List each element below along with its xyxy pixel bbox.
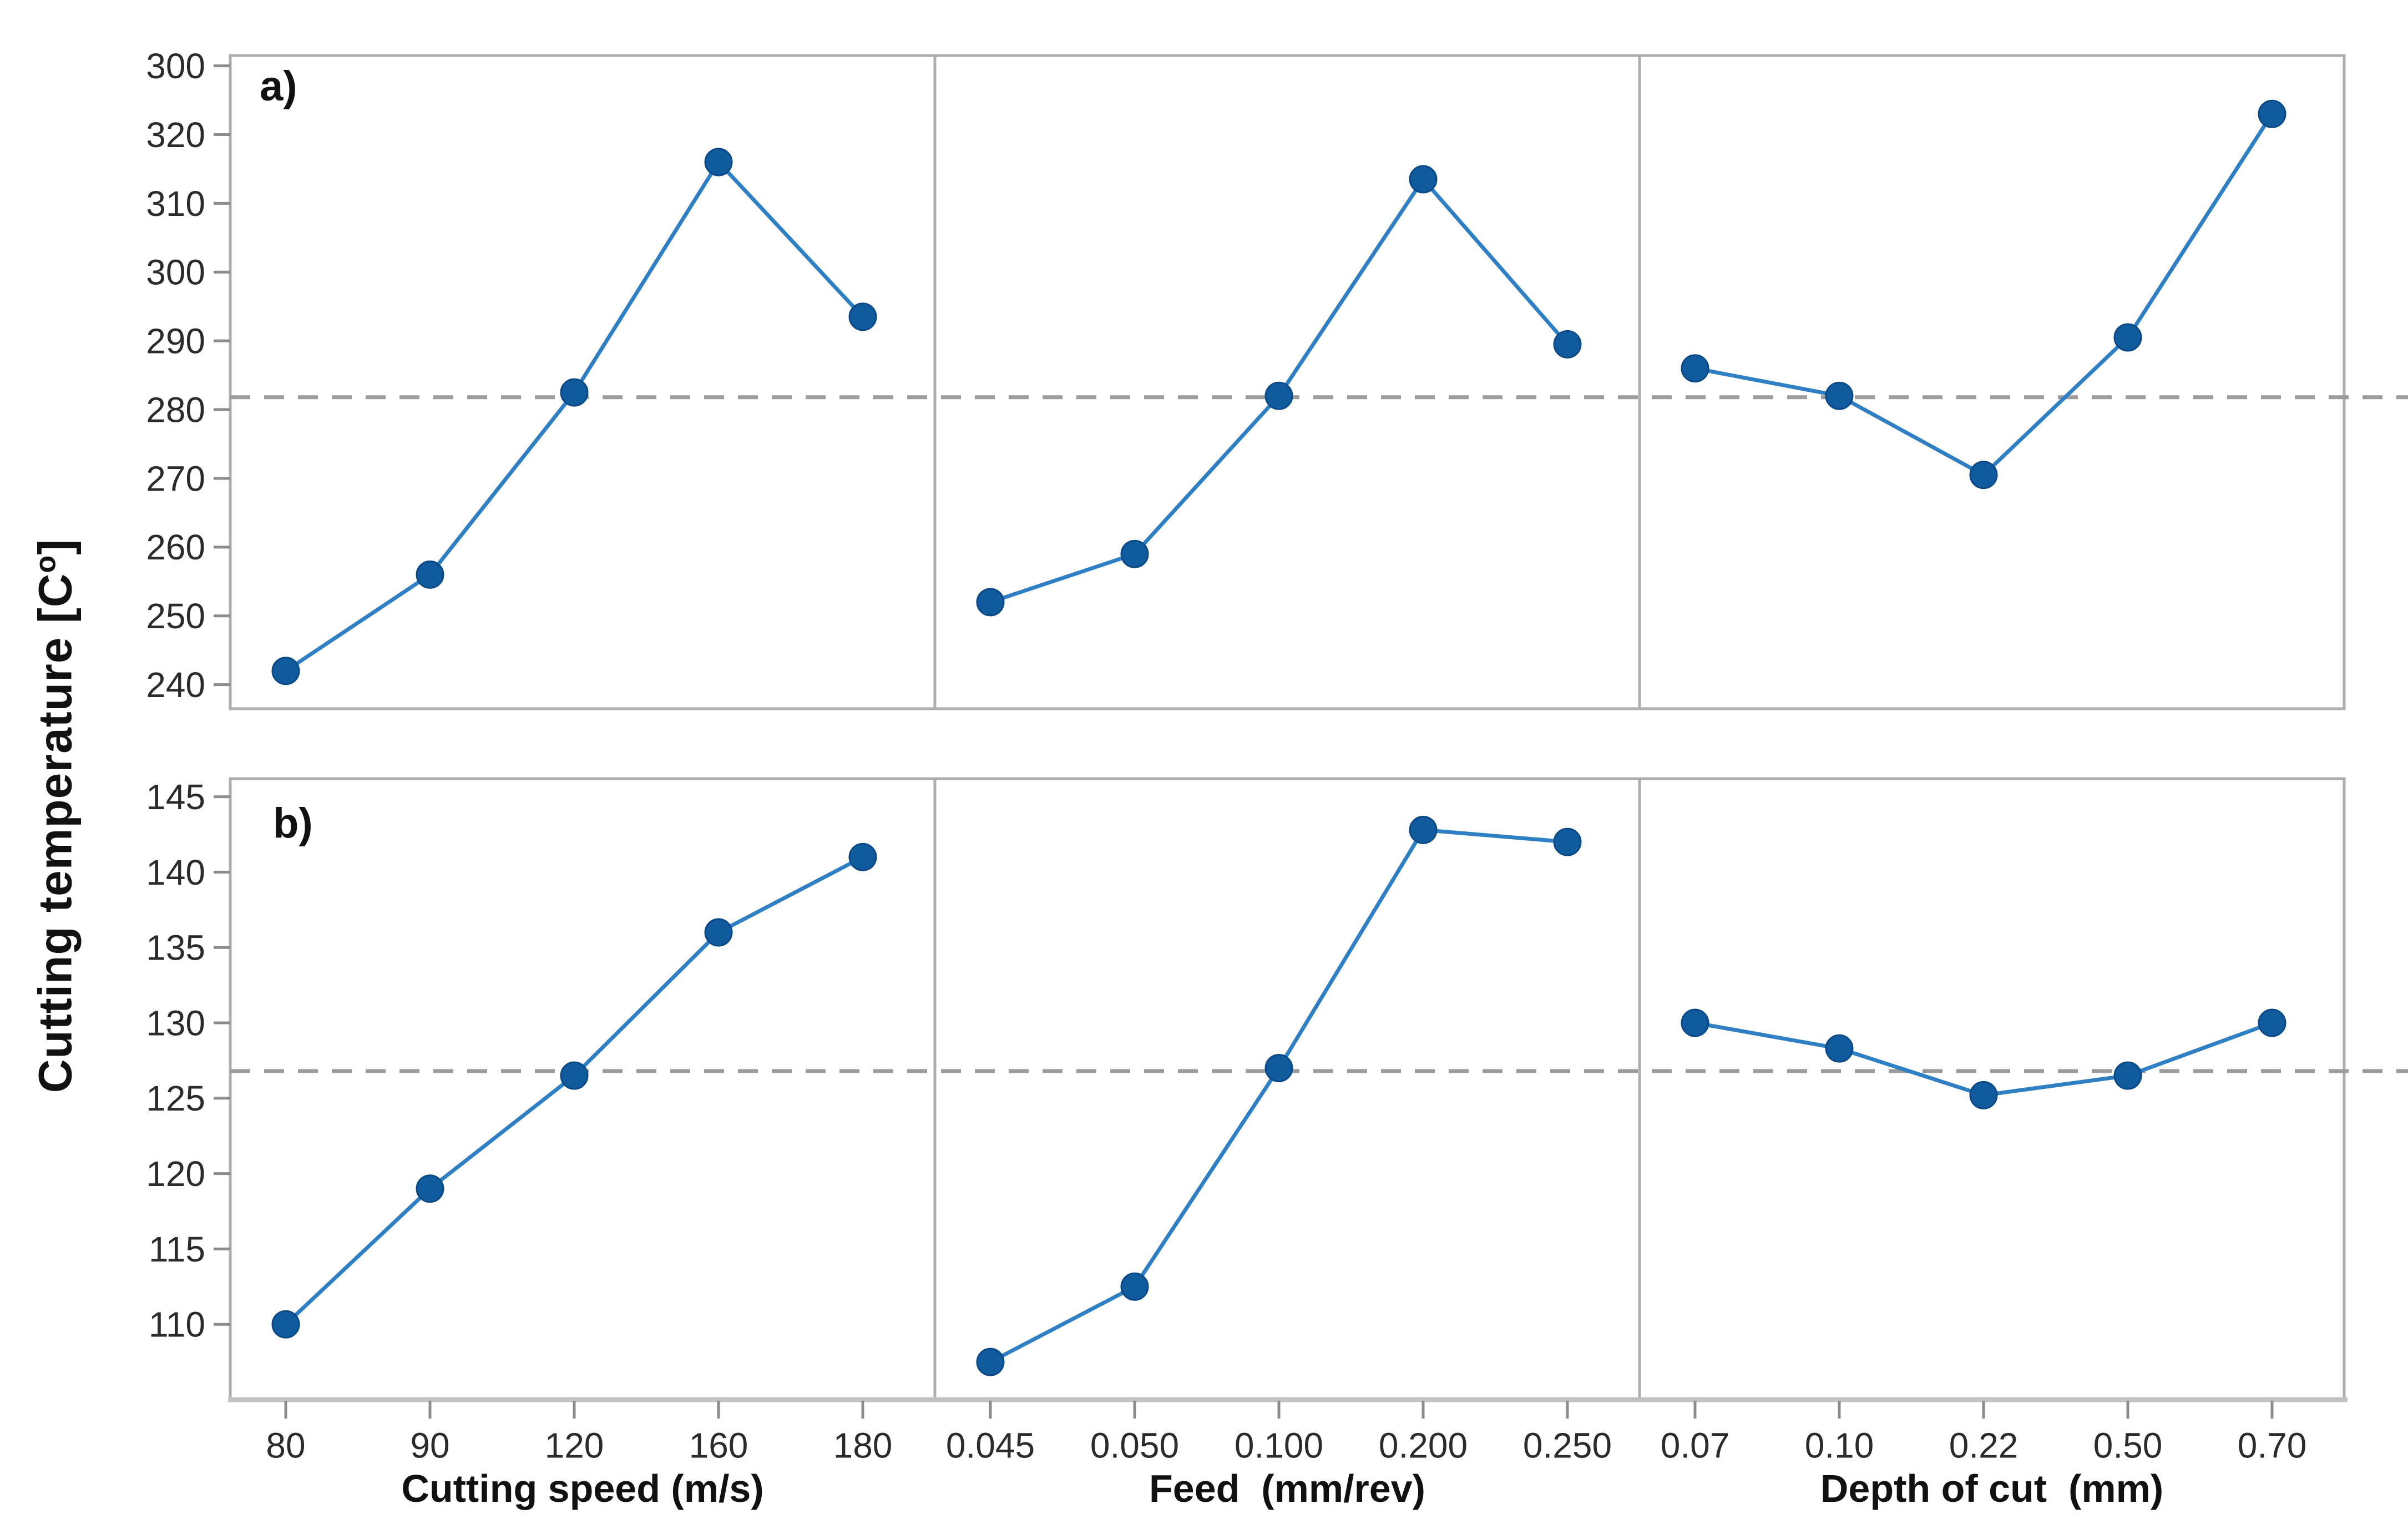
data-point-row1-col3-0	[1681, 354, 1709, 383]
x-tick-label: 180	[833, 1425, 893, 1465]
data-point-row1-col1-1	[416, 560, 444, 589]
data-point-row2-col1-1	[416, 1174, 444, 1203]
x-tick-label: 0.200	[1379, 1425, 1468, 1465]
panel-border-row2-col2	[933, 777, 1641, 1401]
y-axis-title-text: Cutting temperature [C	[29, 573, 82, 1093]
y-tick-label: 130	[146, 1003, 205, 1043]
data-point-row2-col1-4	[848, 842, 877, 871]
subplot-label-b: b)	[273, 800, 313, 847]
y-axis-title: Cutting temperature [Co]	[29, 539, 83, 1093]
data-point-row2-col3-2	[1969, 1081, 1998, 1109]
data-point-row1-col2-1	[1120, 539, 1149, 568]
y-tick-label: 115	[149, 1229, 205, 1269]
series-line-row2-col1	[284, 855, 864, 1326]
data-point-row2-col2-2	[1264, 1053, 1293, 1082]
data-point-row2-col2-3	[1409, 815, 1438, 844]
data-point-row1-col1-3	[704, 148, 733, 176]
data-point-row1-col3-3	[2113, 323, 2142, 352]
x-tick-label: 0.250	[1523, 1425, 1612, 1465]
data-point-row2-col1-0	[271, 1310, 300, 1339]
data-point-row2-col2-0	[976, 1348, 1005, 1376]
data-point-row1-col2-3	[1409, 165, 1438, 194]
y-tick-label: 120	[146, 1154, 205, 1194]
x-tick-label: 0.100	[1235, 1425, 1323, 1465]
y-tick-label: 260	[146, 527, 205, 567]
data-point-row1-col1-0	[271, 657, 300, 685]
data-point-row1-col3-4	[2258, 99, 2286, 128]
x-tick-label: 0.050	[1090, 1425, 1179, 1465]
y-tick-label: 240	[146, 665, 205, 705]
y-tick-label: 110	[149, 1305, 205, 1345]
y-tick-label: 135	[146, 928, 205, 968]
x-tick-label: 80	[266, 1425, 305, 1465]
x-axis-title-depth-of-cut: Depth of cut (mm)	[1820, 1467, 2164, 1510]
y-tick-label: 125	[146, 1078, 205, 1118]
x-tick-label: 120	[545, 1425, 604, 1465]
y-tick-label: 300	[146, 253, 205, 292]
data-point-row2-col3-3	[2113, 1061, 2142, 1090]
x-tick-label: 90	[410, 1425, 449, 1465]
data-point-row2-col3-4	[2258, 1008, 2286, 1037]
data-point-row1-col2-0	[976, 588, 1005, 617]
y-tick-label: 140	[146, 852, 205, 892]
series-line-row2-col2	[989, 827, 1568, 1364]
x-tick-label: 0.10	[1805, 1425, 1874, 1465]
y-tick-label: 310	[146, 184, 205, 224]
panel-border-row1-col3	[1638, 54, 2346, 710]
y-tick-label: 270	[146, 458, 205, 498]
y-tick-label: 250	[146, 596, 205, 636]
data-point-row2-col2-1	[1120, 1272, 1149, 1301]
data-point-row2-col2-4	[1553, 827, 1582, 856]
series-line-row1-col1	[285, 159, 864, 673]
data-point-row1-col2-2	[1264, 381, 1293, 410]
x-tick-label: 0.22	[1949, 1425, 2019, 1465]
y-axis-title-degree: o	[29, 554, 62, 573]
x-tick-label: 0.70	[2238, 1425, 2307, 1465]
data-point-row2-col1-2	[560, 1061, 589, 1090]
x-axis-title-cutting-speed: Cutting speed (m/s)	[401, 1467, 764, 1510]
x-tick-label: 0.045	[946, 1425, 1035, 1465]
y-tick-label: 145	[146, 777, 205, 817]
x-tick-label: 0.07	[1661, 1425, 1730, 1465]
y-axis-title-bracket: ]	[29, 538, 82, 555]
data-point-row1-col3-2	[1969, 461, 1998, 490]
data-point-row2-col1-3	[704, 918, 733, 947]
panel-border-row2-col1	[229, 777, 937, 1401]
data-point-row1-col3-1	[1825, 381, 1854, 410]
data-point-row1-col1-2	[560, 378, 589, 407]
series-line-row1-col3	[1694, 113, 2274, 478]
subplot-label-a: a)	[260, 63, 297, 110]
x-axis-title-feed: Feed (mm/rev)	[1149, 1467, 1425, 1510]
y-tick-label: 290	[146, 321, 205, 361]
x-tick-label: 160	[689, 1425, 748, 1465]
y-tick-label: 280	[146, 390, 205, 430]
x-tick-label: 0.50	[2093, 1425, 2163, 1465]
data-point-row2-col3-1	[1825, 1034, 1854, 1063]
y-tick-label: 300	[146, 46, 205, 86]
data-point-row1-col2-4	[1553, 330, 1582, 359]
y-tick-label: 320	[146, 115, 205, 155]
data-point-row1-col1-4	[848, 302, 877, 331]
data-point-row2-col3-0	[1681, 1008, 1709, 1037]
